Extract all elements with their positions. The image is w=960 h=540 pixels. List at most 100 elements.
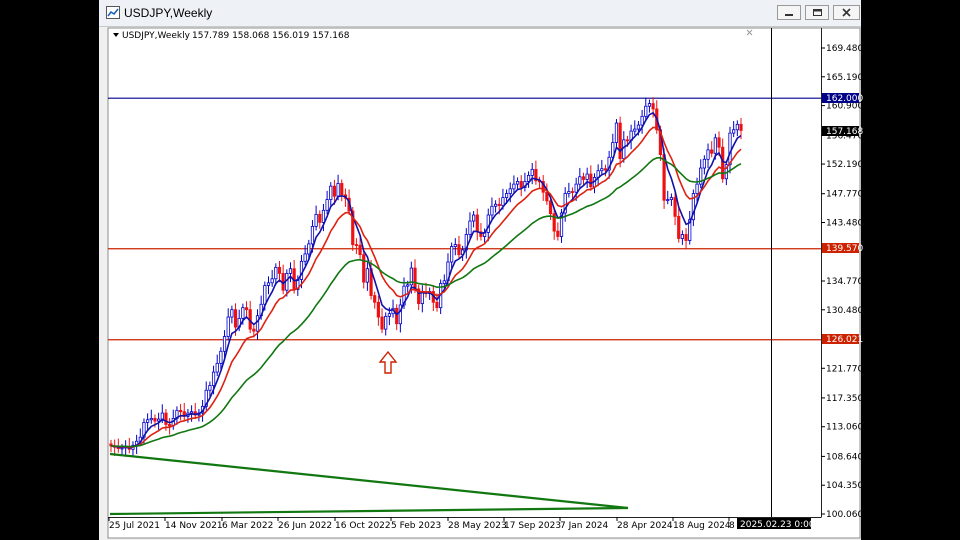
candle-body: [303, 253, 307, 262]
x-tick-label: 28 Apr 2024: [617, 521, 673, 531]
candle-body: [472, 214, 476, 222]
candle-body: [146, 419, 150, 423]
candle-body: [354, 244, 359, 246]
candle-body: [263, 285, 267, 305]
candle-body: [468, 220, 472, 235]
candle-body: [695, 183, 699, 194]
candle-body: [706, 149, 710, 160]
candle-body: [380, 316, 384, 330]
price-axis: 169.480 165.190 160.900 156.470 152.190 147.7…: [821, 44, 863, 520]
candle-body: [625, 139, 630, 142]
restore-icon: [813, 9, 822, 16]
candle-body: [721, 146, 725, 180]
candle-body: [365, 268, 369, 283]
candle-body: [493, 203, 498, 207]
candle-body: [545, 191, 549, 202]
candle-body: [358, 244, 362, 256]
up-arrow-annotation: [378, 350, 398, 374]
level-tag-139: 139.570: [822, 243, 863, 254]
candle-body: [684, 234, 688, 241]
title-bar: USDJPY,Weekly: [99, 0, 861, 27]
x-tick-label: 5 Feb 2023: [391, 521, 441, 531]
candle-body: [688, 219, 692, 241]
candle-body: [413, 267, 417, 290]
y-tick-label: 121.770: [826, 364, 863, 374]
moving-average-line: [110, 156, 742, 448]
symbol-dropdown-icon[interactable]: [113, 33, 119, 37]
close-button[interactable]: [833, 5, 860, 20]
triangle-lower-line: [109, 506, 629, 516]
candle-body: [395, 307, 399, 325]
candle-body: [710, 149, 714, 154]
candles: [109, 97, 743, 457]
cursor-time-tag: 2025.02.23 0:00: [737, 518, 815, 530]
candle-body: [504, 193, 509, 198]
y-tick-label: 165.190: [826, 73, 863, 83]
y-tick-label: 147.770: [826, 190, 863, 200]
candle-body: [578, 176, 582, 185]
y-tick-label: 100.060: [826, 510, 863, 520]
chart-corner-mark: [746, 29, 753, 36]
candle-body: [673, 197, 677, 217]
candle-body: [453, 244, 457, 247]
candle-body: [215, 362, 219, 373]
minimize-button[interactable]: [777, 5, 801, 20]
triangle-upper-line: [109, 452, 629, 510]
candle-body: [475, 214, 479, 233]
candle-body: [699, 167, 703, 185]
close-icon: [842, 8, 851, 17]
candle-body: [244, 307, 249, 311]
candle-body: [406, 284, 410, 287]
candle-body: [409, 267, 413, 286]
candle-body: [266, 282, 271, 286]
candle-body: [552, 213, 556, 232]
current-price-text: 157.168: [826, 127, 863, 137]
restore-button[interactable]: [805, 5, 829, 20]
candle-body: [603, 168, 608, 171]
candle-body: [222, 336, 227, 352]
y-tick-label: 104.350: [826, 481, 863, 491]
x-tick-label: 25 Jul 2021: [109, 521, 160, 531]
candle-body: [589, 173, 593, 188]
candle-body: [508, 188, 512, 194]
x-tick-label: 6 Mar 2022: [222, 521, 273, 531]
candle-body: [387, 313, 391, 317]
chart-background: [107, 27, 861, 539]
candle-body: [570, 191, 575, 193]
candle-body: [490, 205, 494, 216]
candle-body: [332, 185, 337, 197]
x-tick-label: 14 Nov 2021: [165, 521, 223, 531]
candle-body: [318, 213, 322, 223]
level-tag-139-text: 139.570: [826, 244, 863, 254]
candle-body: [739, 123, 743, 131]
candle-body: [574, 183, 578, 193]
candle-body: [157, 418, 161, 422]
x-tick-label: 17 Sep 2023: [504, 521, 561, 531]
candle-body: [314, 213, 318, 227]
candle-body: [417, 288, 421, 305]
candle-body: [666, 199, 670, 201]
lower-triangle-lines: [109, 452, 629, 516]
candle-body: [336, 183, 340, 197]
y-tick-label: 152.190: [826, 160, 863, 170]
candle-body: [614, 122, 619, 143]
x-tick-label: 16 Oct 2022: [335, 521, 391, 531]
candle-body: [307, 243, 311, 255]
candle-body: [274, 266, 278, 280]
candle-body: [329, 185, 333, 200]
candle-body: [548, 200, 553, 215]
x-tick-label: 26 Jun 2022: [278, 521, 332, 531]
candle-body: [618, 122, 622, 160]
candle-body: [585, 173, 589, 180]
candle-body: [277, 266, 282, 274]
candle-body: [512, 183, 516, 190]
candle-body: [556, 230, 560, 237]
candle-body: [376, 301, 380, 318]
candle-body: [435, 301, 439, 309]
y-tick-label: 130.480: [826, 306, 863, 316]
candle-body: [636, 124, 641, 130]
candle-body: [219, 350, 223, 364]
candle-body: [325, 199, 329, 211]
y-tick-label: 117.350: [826, 394, 863, 404]
